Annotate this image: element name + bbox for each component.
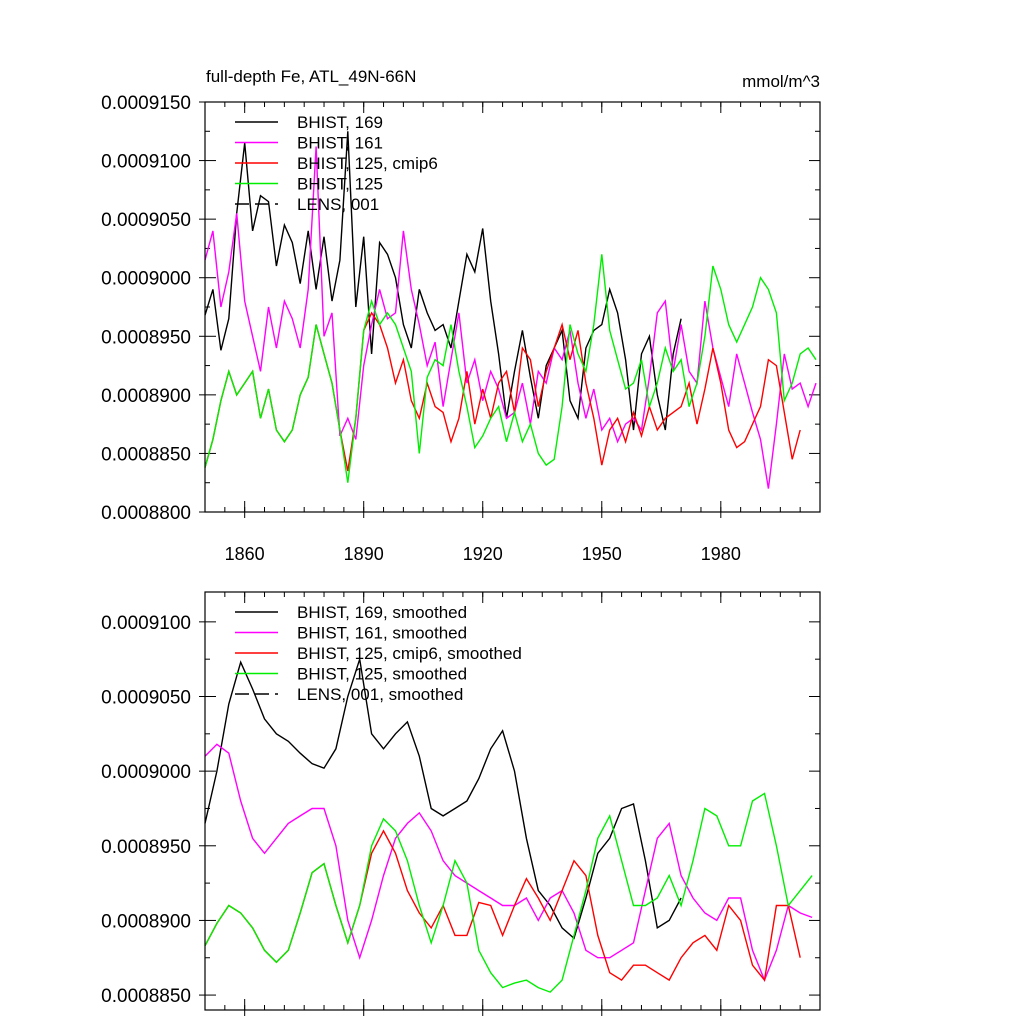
y-tick-label: 0.0009000 <box>101 762 191 783</box>
y-tick-label: 0.0009100 <box>101 152 191 173</box>
y-tick-label: 0.0009000 <box>101 269 191 290</box>
y-tick-label: 0.0008950 <box>101 327 191 348</box>
x-tick-label: 1920 <box>463 544 503 564</box>
chart-title: full-depth Fe, ATL_49N-66N <box>206 67 416 86</box>
plot-frame <box>204 591 821 1011</box>
y-tick-label: 0.0009100 <box>101 613 191 634</box>
series-line-1-4 <box>204 254 817 483</box>
y-tick-label: 0.0008850 <box>101 986 191 1007</box>
y-tick-label: 0.0009150 <box>101 93 191 114</box>
legend-label: BHIST, 161 <box>297 134 383 153</box>
x-tick-label: 1860 <box>225 544 265 564</box>
chart-panel-1: 1860 1890 1920 1950 1980 0.0008800 0.0008850 0.… <box>101 93 821 564</box>
chart-units: mmol/m^3 <box>742 72 820 91</box>
legend-label: BHIST, 161, smoothed <box>297 624 467 643</box>
legend-label: BHIST, 169 <box>297 113 383 132</box>
legend-label: BHIST, 169, smoothed <box>297 603 467 622</box>
chart-panels: 1860 1890 1920 1950 19800.00088000.00088500.… <box>101 93 821 1016</box>
y-tick-label: 0.0009050 <box>101 210 191 231</box>
y-tick-label: 0.0009050 <box>101 688 191 709</box>
y-tick-label: 0.0008950 <box>101 837 191 858</box>
chart-panel-2: 0.0008850 0.0008900 0.0008950 0.0009000 0.00… <box>101 591 821 1016</box>
y-tick-label: 0.0008900 <box>101 386 191 407</box>
legend-label: BHIST, 125, cmip6 <box>297 154 438 173</box>
series-line-2-4 <box>204 792 813 993</box>
y-tick-label: 0.0008800 <box>101 503 191 524</box>
legend-label: LENS, 001 <box>297 195 379 214</box>
legend-label: LENS, 001, smoothed <box>297 685 463 704</box>
plot-frame <box>204 101 821 513</box>
series-line-2-1 <box>204 658 682 940</box>
x-tick-label: 1980 <box>701 544 741 564</box>
x-tick-label: 1950 <box>582 544 622 564</box>
legend-label: BHIST, 125, smoothed <box>297 665 467 684</box>
x-tick-label: 1890 <box>344 544 384 564</box>
y-tick-label: 0.0008900 <box>101 911 191 932</box>
legend-label: BHIST, 125, cmip6, smoothed <box>297 644 522 663</box>
y-tick-label: 0.0008850 <box>101 444 191 465</box>
series-line-2-2 <box>204 743 813 982</box>
series-line-1-1 <box>204 131 682 431</box>
legend-label: BHIST, 125 <box>297 175 383 194</box>
